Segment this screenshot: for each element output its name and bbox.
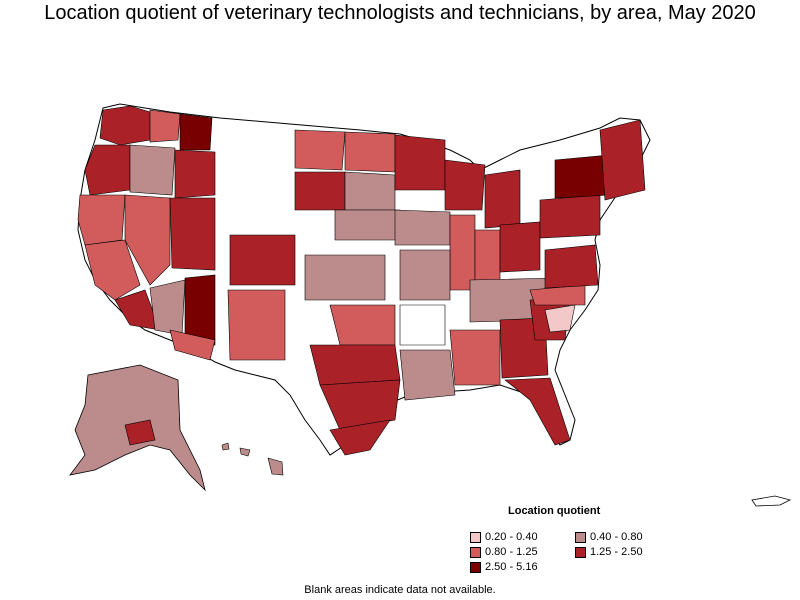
region-az-south [169, 329, 216, 361]
legend-swatch [575, 531, 586, 543]
region-sd-east [344, 171, 396, 211]
region-la [399, 349, 456, 401]
region-id-south [174, 149, 216, 199]
region-va [544, 244, 599, 289]
region-mi [484, 169, 521, 229]
region-wa-east [149, 109, 181, 143]
region-ia [394, 209, 451, 246]
region-az-west [149, 279, 186, 336]
map-title: Location quotient of veterinary technolo… [44, 2, 756, 24]
region-mo [399, 249, 451, 301]
region-tx-central [319, 379, 401, 431]
region-ca-north [77, 194, 126, 246]
region-nd [344, 131, 396, 173]
region-sd [294, 171, 346, 211]
region-nc-low [544, 304, 576, 333]
alaska-south-region [124, 419, 156, 446]
region-mn [394, 134, 446, 191]
hawaii [221, 442, 284, 476]
legend-label: 0.40 - 0.80 [590, 531, 643, 543]
region-ar [399, 304, 446, 346]
legend-item: 0.40 - 0.80 [575, 531, 680, 543]
region-ut [169, 197, 216, 271]
region-tx-south [329, 419, 391, 456]
region-il [449, 214, 476, 291]
region-or-east [129, 144, 176, 196]
legend-swatch [470, 531, 481, 543]
region-or-west [84, 144, 131, 196]
region-az-east [184, 274, 216, 346]
region-oh [499, 221, 541, 273]
region-new-england [599, 119, 646, 201]
region-ks [304, 254, 386, 301]
region-ne [334, 209, 401, 241]
region-mt-east [294, 129, 346, 171]
legend-item: 2.50 - 5.16 [470, 561, 575, 573]
region-wa-west [99, 105, 151, 146]
legend-label: 2.50 - 5.16 [485, 561, 538, 573]
region-ny [554, 154, 611, 199]
puerto-rico [751, 495, 792, 507]
legend-item: 0.20 - 0.40 [470, 531, 575, 543]
legend-swatch [470, 546, 481, 558]
region-pa [539, 194, 601, 239]
region-ca-central [84, 239, 141, 301]
legend-title: Location quotient [508, 505, 601, 517]
legend-label: 0.20 - 0.40 [485, 531, 538, 543]
legend-swatch [575, 546, 586, 558]
footnote: Blank areas indicate data not available. [304, 584, 496, 596]
legend-label: 0.80 - 1.25 [485, 546, 538, 558]
region-tx-north [309, 344, 401, 386]
region-nv [124, 194, 171, 286]
choropleth-regions [77, 105, 646, 456]
region-ok [329, 304, 396, 346]
legend: Location quotient 0.20 - 0.40 0.40 - 0.8… [470, 505, 690, 573]
legend-swatch [470, 561, 481, 573]
region-id-north [179, 113, 213, 151]
region-in [474, 229, 501, 286]
region-co [229, 234, 296, 286]
legend-item: 0.80 - 1.25 [470, 546, 575, 558]
legend-label: 1.25 - 2.50 [590, 546, 643, 558]
region-ms-al [449, 329, 501, 386]
legend-item: 1.25 - 2.50 [575, 546, 680, 558]
region-fl [504, 377, 571, 446]
region-wi [444, 159, 486, 211]
region-nm [227, 289, 286, 361]
